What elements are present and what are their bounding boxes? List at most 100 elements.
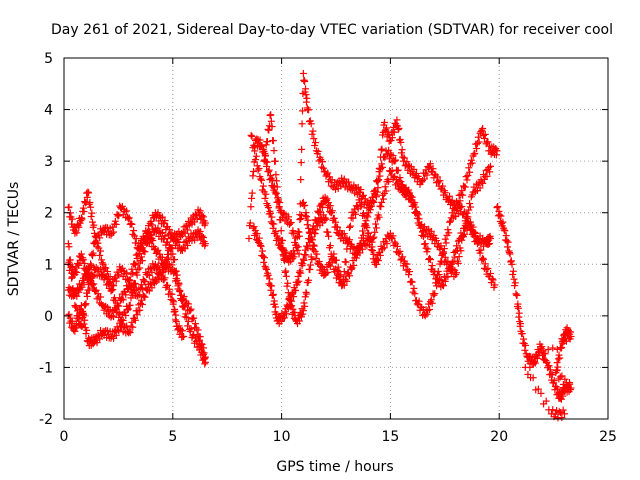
data-point bbox=[482, 265, 490, 273]
data-point-interp bbox=[479, 124, 487, 132]
data-point-interp bbox=[410, 165, 418, 173]
data-point-interp bbox=[87, 213, 95, 221]
data-point-interp bbox=[81, 316, 89, 324]
data-point-interp bbox=[258, 186, 266, 194]
data-point-interp bbox=[294, 228, 302, 236]
data-point-interp bbox=[109, 286, 117, 294]
data-point-interp bbox=[265, 166, 273, 174]
data-point-interp bbox=[122, 291, 130, 299]
data-point-interp bbox=[201, 360, 209, 368]
data-point-interp bbox=[293, 279, 301, 287]
data-point-interp bbox=[274, 234, 282, 242]
data-point-interp bbox=[129, 323, 137, 331]
data-point-interp bbox=[547, 370, 555, 378]
data-point-interp bbox=[158, 253, 166, 261]
data-point-interp bbox=[466, 168, 474, 176]
data-point-interp bbox=[510, 275, 518, 283]
data-point-interp bbox=[429, 165, 437, 173]
data-point-interp bbox=[453, 269, 461, 277]
data-point-interp bbox=[81, 198, 89, 206]
y-tick-label: 1 bbox=[44, 257, 53, 273]
data-point-interp bbox=[295, 228, 303, 236]
y-tick-label: 2 bbox=[44, 206, 53, 222]
data-point-interp bbox=[425, 164, 433, 172]
data-point-interp bbox=[282, 267, 290, 275]
data-point bbox=[493, 147, 501, 155]
data-point-interp bbox=[259, 182, 267, 190]
data-point bbox=[71, 327, 79, 335]
data-point-interp bbox=[372, 224, 380, 232]
data-point-interp bbox=[137, 296, 145, 304]
data-point-interp bbox=[480, 255, 488, 263]
data-point-interp bbox=[199, 234, 207, 242]
data-point-interp bbox=[112, 277, 120, 285]
data-point-interp bbox=[308, 233, 316, 241]
data-point-interp bbox=[399, 153, 407, 161]
data-point-interp bbox=[196, 227, 204, 235]
data-point-interp bbox=[507, 257, 515, 265]
data-point-interp bbox=[400, 154, 408, 162]
x-tick-label: 25 bbox=[599, 429, 617, 445]
data-point-interp bbox=[272, 303, 280, 311]
data-point-interp bbox=[411, 290, 419, 298]
data-point-interp bbox=[124, 306, 132, 314]
data-point-interp bbox=[191, 320, 199, 328]
data-point-interp bbox=[377, 203, 385, 211]
data-point-interp bbox=[557, 344, 565, 352]
data-point bbox=[71, 302, 79, 310]
data-point-interp bbox=[311, 142, 319, 150]
data-point-interp bbox=[468, 159, 476, 167]
data-point-interp bbox=[323, 195, 331, 203]
data-point-interp bbox=[137, 281, 145, 289]
data-point-interp bbox=[319, 158, 327, 166]
data-point-interp bbox=[297, 269, 305, 277]
data-point-interp bbox=[199, 213, 207, 221]
data-point-interp bbox=[79, 310, 87, 318]
data-point-interp bbox=[137, 284, 145, 292]
y-tick-label: 4 bbox=[44, 103, 53, 119]
data-point-interp bbox=[259, 252, 267, 260]
data-point bbox=[378, 198, 386, 206]
data-point bbox=[393, 116, 401, 124]
data-point-interp bbox=[161, 232, 169, 240]
data-point-interp bbox=[78, 309, 86, 317]
data-point-interp bbox=[272, 189, 280, 197]
data-point-interp bbox=[148, 284, 156, 292]
x-tick-label: 10 bbox=[273, 429, 291, 445]
data-point-interp bbox=[79, 204, 87, 212]
data-point-interp bbox=[328, 207, 336, 215]
data-point bbox=[439, 281, 447, 289]
data-point-interp bbox=[124, 305, 132, 313]
data-point-interp bbox=[428, 299, 436, 307]
data-point-interp bbox=[301, 212, 309, 220]
data-point-interp bbox=[421, 169, 429, 177]
data-point-interp bbox=[388, 167, 396, 175]
data-point bbox=[201, 240, 209, 248]
data-point-interp bbox=[161, 217, 169, 225]
data-point-interp bbox=[262, 190, 270, 198]
data-point-interp bbox=[145, 239, 153, 247]
data-point-interp bbox=[466, 200, 474, 208]
data-point-interp bbox=[441, 235, 449, 243]
data-point-interp bbox=[473, 145, 481, 153]
data-point-interp bbox=[131, 280, 139, 288]
data-point-interp bbox=[463, 176, 471, 184]
data-point-interp bbox=[424, 245, 432, 253]
data-point-interp bbox=[345, 272, 353, 280]
data-point-interp bbox=[418, 231, 426, 239]
data-point-interp bbox=[111, 217, 119, 225]
data-point bbox=[262, 265, 270, 273]
data-point-interp bbox=[249, 172, 257, 180]
data-point-interp bbox=[74, 314, 82, 322]
data-point-interp bbox=[475, 138, 483, 146]
data-point-interp bbox=[141, 278, 149, 286]
data-point-interp bbox=[140, 292, 148, 300]
data-point-interp bbox=[138, 257, 146, 265]
data-point-interp bbox=[397, 149, 405, 157]
data-point-interp bbox=[190, 331, 198, 339]
data-point-interp bbox=[330, 214, 338, 222]
data-point-interp bbox=[87, 203, 95, 211]
data-point-interp bbox=[390, 241, 398, 249]
data-point-interp bbox=[258, 247, 266, 255]
data-point-interp bbox=[287, 219, 295, 227]
